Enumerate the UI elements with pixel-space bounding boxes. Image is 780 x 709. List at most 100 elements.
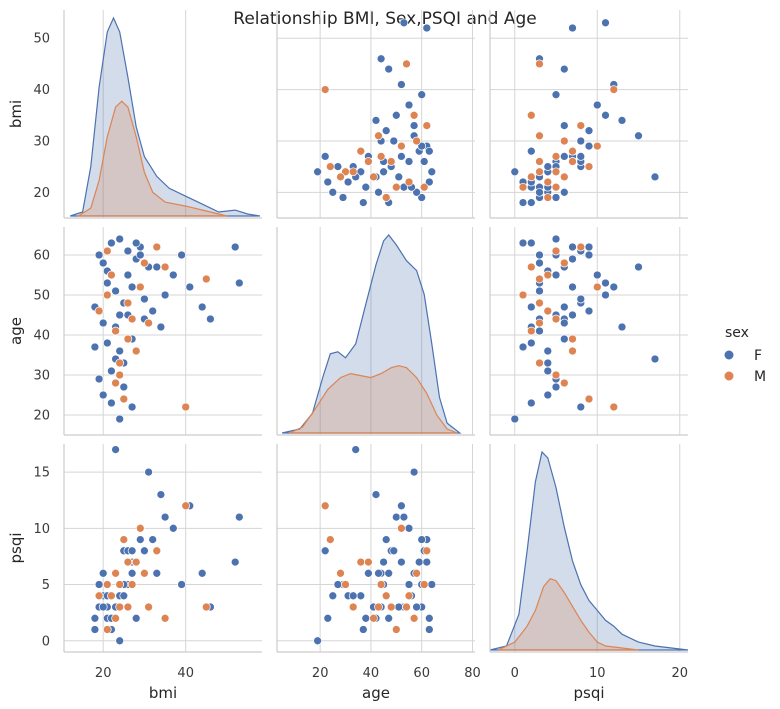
scatter-point-f: [338, 193, 348, 202]
scatter-point-f: [135, 535, 145, 544]
y-tick-label-bmi: 40: [33, 83, 50, 98]
scatter-point-f: [404, 580, 414, 589]
scatter-point-f: [381, 535, 391, 544]
scatter-point-f: [358, 625, 368, 634]
scatter-point-f: [650, 172, 660, 182]
scatter-point-f: [404, 157, 414, 166]
scatter-point-f: [323, 177, 333, 187]
scatter-point-f: [397, 501, 406, 511]
scatter-point-f: [543, 390, 553, 400]
x-tick-label-age: 60: [413, 666, 430, 681]
scatter-point-m: [576, 121, 586, 130]
scatter-point-f: [98, 602, 108, 612]
scatter-point-m: [391, 182, 401, 192]
scatter-point-f: [394, 602, 404, 612]
scatter-point-m: [144, 318, 153, 328]
scatter-point-m: [409, 613, 419, 623]
scatter-point-f: [424, 146, 434, 156]
scatter-point-m: [576, 242, 586, 252]
scatter-point-f: [361, 613, 371, 623]
scatter-point-f: [115, 234, 125, 244]
scatter-point-f: [90, 625, 100, 634]
scatter-point-m: [609, 402, 619, 412]
scatter-point-m: [551, 370, 561, 380]
y-tick-label-psqi: 0: [42, 634, 50, 649]
scatter-point-f: [543, 162, 553, 171]
scatter-point-f: [102, 338, 112, 348]
scatter-point-f: [551, 193, 561, 202]
scatter-point-f: [412, 602, 421, 612]
scatter-point-f: [551, 382, 561, 392]
scatter-point-f: [197, 568, 207, 578]
scatter-point-f: [535, 258, 544, 268]
scatter-point-f: [168, 523, 178, 533]
x-tick-label-age: 80: [464, 666, 481, 681]
scatter-point-f: [535, 187, 544, 197]
scatter-point-m: [119, 394, 129, 404]
scatter-point-m: [336, 172, 345, 182]
scatter-point-f: [230, 557, 240, 567]
scatter-point-f: [424, 613, 434, 623]
legend-label-m: M: [754, 369, 766, 385]
scatter-point-f: [568, 23, 577, 33]
scatter-point-f: [397, 80, 406, 89]
scatter-point-m: [568, 334, 577, 344]
scatter-point-f: [107, 398, 116, 408]
scatter-point-f: [568, 310, 577, 320]
scatter-point-f: [156, 490, 166, 499]
scatter-point-m: [325, 535, 335, 544]
scatter-point-f: [371, 490, 381, 499]
scatter-point-m: [568, 157, 577, 166]
y-tick-label-bmi: 50: [33, 32, 50, 47]
y-tick-label-age: 20: [33, 409, 50, 424]
scatter-point-m: [181, 501, 191, 511]
scatter-point-f: [361, 182, 371, 192]
scatter-point-m: [404, 177, 414, 187]
scatter-point-f: [576, 402, 586, 412]
scatter-point-m: [123, 557, 133, 567]
scatter-point-m: [152, 546, 162, 556]
scatter-point-f: [397, 557, 406, 567]
scatter-point-f: [394, 172, 404, 182]
scatter-point-m: [551, 152, 561, 161]
scatter-point-m: [391, 625, 401, 634]
scatter-point-f: [559, 121, 569, 130]
scatter-point-m: [102, 625, 112, 634]
scatter-point-f: [397, 152, 406, 161]
scatter-point-f: [424, 625, 434, 634]
scatter-point-f: [526, 238, 536, 248]
scatter-point-f: [592, 270, 602, 280]
scatter-point-f: [313, 636, 322, 646]
x-tick-label-bmi: 20: [95, 666, 112, 681]
scatter-point-m: [348, 167, 358, 177]
scatter-point-m: [381, 193, 391, 202]
scatter-point-f: [148, 535, 158, 544]
scatter-point-m: [402, 59, 411, 69]
scatter-point-m: [404, 591, 414, 601]
scatter-point-m: [409, 110, 419, 120]
scatter-point-f: [320, 152, 330, 161]
scatter-point-m: [374, 131, 383, 141]
scatter-point-f: [160, 512, 170, 522]
scatter-point-f: [535, 326, 544, 336]
scatter-point-f: [559, 318, 569, 328]
scatter-point-f: [115, 414, 125, 424]
scatter-point-f: [144, 467, 153, 477]
scatter-point-f: [559, 187, 569, 197]
scatter-point-f: [412, 187, 421, 197]
scatter-point-f: [601, 290, 610, 300]
panel-psqi-vs-age: [276, 444, 475, 653]
scatter-point-m: [419, 182, 429, 192]
x-tick-label-psqi: 0: [511, 666, 519, 681]
scatter-point-m: [201, 602, 211, 612]
scatter-point-m: [584, 162, 594, 171]
scatter-point-f: [427, 580, 437, 589]
scatter-point-f: [427, 167, 437, 177]
scatter-point-f: [543, 366, 553, 376]
scatter-point-m: [131, 346, 141, 356]
scatter-point-m: [535, 298, 544, 308]
x-tick-label-psqi: 10: [589, 666, 606, 681]
scatter-point-f: [379, 557, 388, 567]
panel-psqi-vs-bmi: [63, 444, 262, 653]
